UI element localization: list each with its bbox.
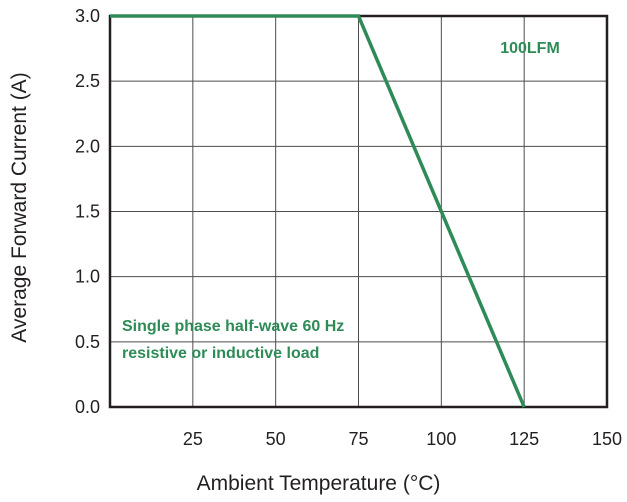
y-tick-label: 0.5: [75, 332, 100, 352]
y-tick-label: 2.0: [75, 136, 100, 156]
x-tick-label: 150: [592, 429, 622, 449]
y-tick-label: 2.5: [75, 71, 100, 91]
y-axis-title: Average Forward Current (A): [8, 72, 31, 342]
x-axis-title: Ambient Temperature (°C): [197, 472, 441, 495]
y-tick-label: 1.5: [75, 202, 100, 222]
annotations-layer: 100LFM Single phase half-wave 60 Hz resist…: [122, 40, 560, 362]
x-tick-label: 100: [426, 429, 456, 449]
series-layer: [110, 14, 526, 408]
tick-labels: 25 50 75 100 125 150 0.0 0.5 1.0 1.5 2.0 2.5 3.0: [75, 6, 622, 449]
y-tick-label: 3.0: [75, 6, 100, 26]
airflow-annotation: 100LFM: [500, 40, 560, 57]
x-tick-label: 125: [509, 429, 539, 449]
x-tick-label: 50: [266, 429, 286, 449]
grid-lines: [110, 16, 607, 407]
condition-annotation-line2: resistive or inductive load: [122, 345, 319, 362]
y-tick-label: 1.0: [75, 267, 100, 287]
derating-curve: [110, 14, 526, 408]
x-tick-label: 75: [348, 429, 368, 449]
condition-annotation-line1: Single phase half-wave 60 Hz: [122, 318, 344, 335]
x-tick-label: 25: [183, 429, 203, 449]
y-tick-label: 0.0: [75, 397, 100, 417]
